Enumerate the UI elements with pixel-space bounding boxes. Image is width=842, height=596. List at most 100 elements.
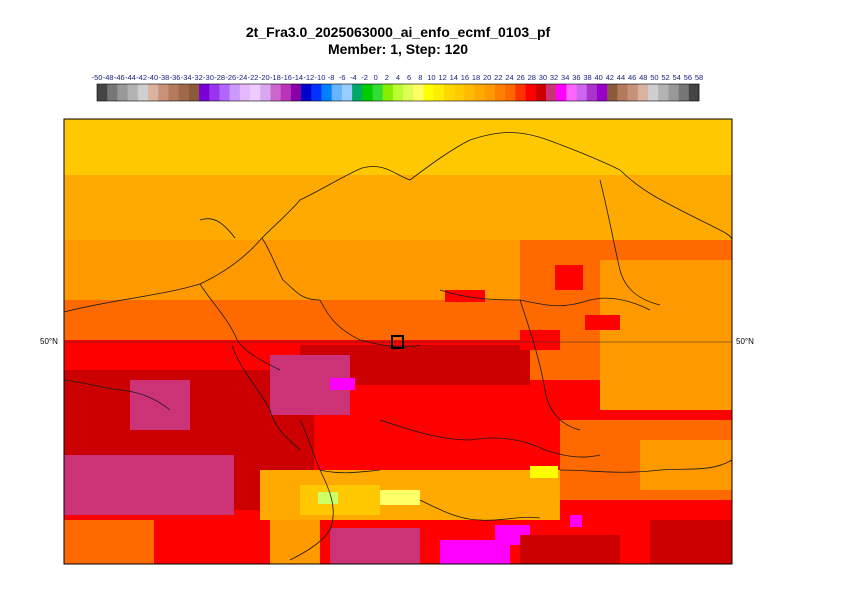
legend-swatch	[688, 84, 700, 101]
legend-swatch	[535, 84, 547, 101]
legend-tick-label: 58	[695, 73, 703, 82]
legend-tick-label: -4	[350, 73, 357, 82]
legend-swatch	[270, 84, 281, 101]
legend-swatch	[260, 84, 271, 101]
legend-tick-label: 22	[494, 73, 502, 82]
legend-tick-label: 34	[561, 73, 569, 82]
legend-swatch	[239, 84, 251, 101]
lat-label-left: 50°N	[40, 337, 58, 346]
legend-swatch	[107, 84, 118, 101]
legend-swatch	[148, 84, 159, 101]
legend-tick-label: 56	[684, 73, 692, 82]
legend-tick-label: 18	[472, 73, 480, 82]
legend-tick-label: 14	[450, 73, 458, 82]
legend-swatch	[301, 84, 312, 101]
legend-tick-label: -26	[225, 73, 236, 82]
legend-tick-label: 36	[572, 73, 580, 82]
legend-swatch	[515, 84, 526, 101]
legend-swatch	[311, 84, 322, 101]
legend-swatch	[127, 84, 139, 101]
legend-tick-label: -2	[361, 73, 368, 82]
legend-swatch	[647, 84, 659, 101]
legend-tick-label: -14	[292, 73, 303, 82]
legend-tick-label: -46	[114, 73, 125, 82]
map-frame	[63, 118, 733, 565]
legend-swatch	[545, 84, 557, 101]
legend-swatch	[443, 84, 455, 101]
legend-tick-label: 38	[583, 73, 591, 82]
legend-swatch	[596, 84, 608, 101]
legend-tick-label: 30	[539, 73, 547, 82]
legend-swatch	[505, 84, 516, 101]
legend-tick-label: -42	[136, 73, 147, 82]
legend-swatch	[678, 84, 690, 101]
legend-swatch	[464, 84, 475, 101]
legend-tick-label: -6	[339, 73, 346, 82]
legend-swatch	[219, 84, 230, 101]
legend-swatch	[209, 84, 220, 101]
legend-swatch	[433, 84, 445, 101]
lat-label-right: 50°N	[736, 337, 754, 346]
legend-tick-label: 42	[606, 73, 614, 82]
legend-tick-label: 10	[427, 73, 435, 82]
legend-tick-label: -36	[170, 73, 181, 82]
legend-tick-label: 8	[418, 73, 422, 82]
legend-frame	[96, 83, 700, 102]
legend-swatch	[556, 84, 567, 101]
legend-swatch	[403, 84, 414, 101]
legend-tick-label: -24	[237, 73, 248, 82]
legend-tick-label: -44	[125, 73, 136, 82]
legend-tick-label: -8	[328, 73, 335, 82]
legend-tick-label: -16	[281, 73, 292, 82]
legend-tick-label: 50	[650, 73, 658, 82]
legend-tick-label: -18	[270, 73, 281, 82]
location-marker	[391, 335, 404, 349]
legend-tick-label: -40	[147, 73, 158, 82]
legend-swatch	[627, 84, 639, 101]
legend-tick-label: -38	[158, 73, 169, 82]
legend-swatch	[637, 84, 649, 101]
legend-swatch	[168, 84, 179, 101]
legend-tick-label: 26	[516, 73, 524, 82]
legend-tick-label: -48	[103, 73, 114, 82]
legend-swatch	[576, 84, 588, 101]
legend-swatch	[484, 84, 496, 101]
legend-tick-label: 6	[407, 73, 411, 82]
legend-tick-label: 48	[639, 73, 647, 82]
legend-swatch	[290, 84, 302, 101]
legend-tick-label: -10	[315, 73, 326, 82]
legend-swatch	[199, 84, 210, 101]
legend-swatch	[137, 84, 149, 101]
legend-tick-label: 24	[505, 73, 513, 82]
legend-tick-label: -12	[303, 73, 314, 82]
legend-swatch	[352, 84, 363, 101]
legend-swatch	[382, 84, 394, 101]
legend-swatch	[586, 84, 598, 101]
legend-swatch	[372, 84, 383, 101]
legend-swatch	[617, 84, 628, 101]
legend-tick-label: -20	[259, 73, 270, 82]
legend-swatch	[454, 84, 465, 101]
legend-swatch	[341, 84, 353, 101]
zone-magenta-1	[330, 378, 355, 390]
legend-swatch	[331, 84, 343, 101]
legend-swatch	[117, 84, 128, 101]
legend-swatch	[280, 84, 292, 101]
legend-swatch	[474, 84, 486, 101]
legend-swatch	[188, 84, 200, 101]
legend-tick-label: -32	[192, 73, 203, 82]
legend-swatch	[566, 84, 577, 101]
legend-tick-label: 2	[385, 73, 389, 82]
map-title-line1: 2t_Fra3.0_2025063000_ai_enfo_ecmf_0103_p…	[245, 24, 551, 40]
legend-swatch	[321, 84, 332, 101]
legend-tick-label: 16	[461, 73, 469, 82]
legend-tick-label: 20	[483, 73, 491, 82]
legend-tick-label: 46	[628, 73, 636, 82]
legend-tick-label: 0	[374, 73, 378, 82]
legend-tick-label: 28	[528, 73, 536, 82]
legend-tick-label: 54	[673, 73, 681, 82]
legend-swatch	[229, 84, 241, 101]
zone-east-orange2	[600, 260, 732, 410]
legend-tick-label: -34	[181, 73, 192, 82]
